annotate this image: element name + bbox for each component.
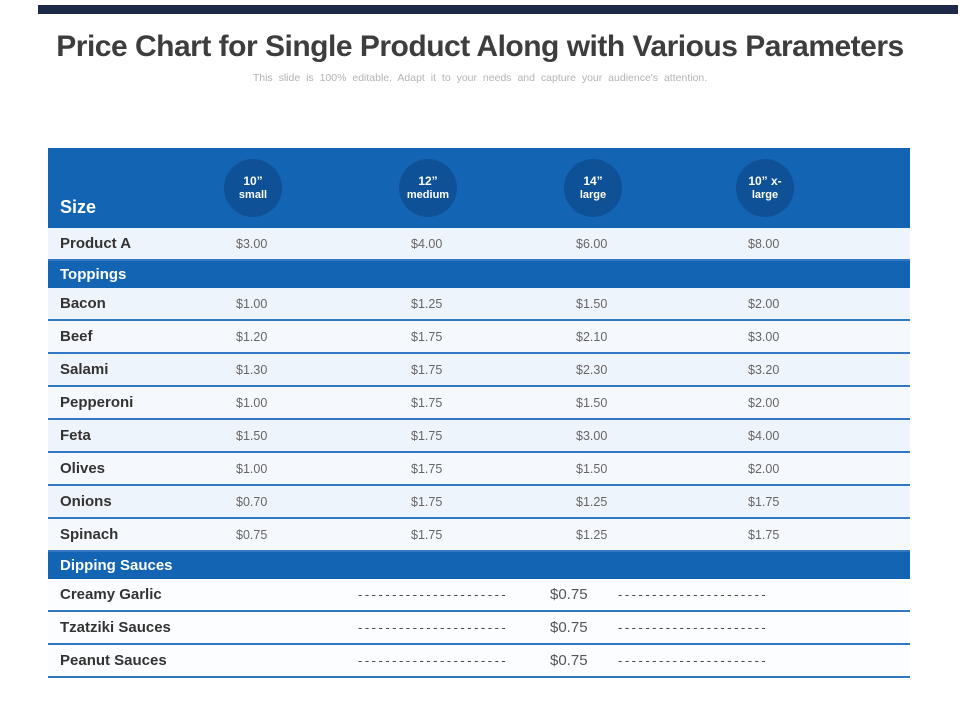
- row-label: Product A: [60, 235, 132, 252]
- column-name: large: [751, 188, 779, 201]
- price-cell: $1.75: [411, 329, 443, 344]
- price-cell: $1.75: [411, 461, 443, 476]
- price-cell: $1.00: [236, 296, 268, 311]
- price-cell: $1.75: [411, 428, 443, 443]
- dash-cell: ----------------------: [358, 620, 509, 635]
- row-label: Bacon: [60, 295, 106, 312]
- dash-cell: ----------------------: [358, 587, 509, 602]
- price-cell: $1.25: [576, 494, 608, 509]
- price-cell: $0.70: [236, 494, 268, 509]
- price-cell: $0.75: [550, 586, 588, 603]
- column-header-12-medium: 12” medium: [399, 148, 568, 228]
- row-label: Salami: [60, 361, 109, 378]
- row-label: Creamy Garlic: [60, 586, 162, 603]
- price-cell: $1.75: [411, 494, 443, 509]
- row-label: Feta: [60, 427, 91, 444]
- column-badge: 12” medium: [399, 159, 457, 217]
- price-cell: $1.50: [576, 461, 608, 476]
- price-cell: $1.25: [411, 296, 443, 311]
- column-name: small: [238, 188, 268, 201]
- dash-cell: ----------------------: [358, 653, 509, 668]
- price-cell: $6.00: [576, 236, 608, 251]
- row-label: Onions: [60, 493, 112, 510]
- price-cell: $1.75: [411, 395, 443, 410]
- price-cell: $3.00: [236, 236, 268, 251]
- column-size: 12”: [418, 173, 438, 188]
- table-header-row: Size 10” small 12” medium 14” large: [48, 148, 910, 228]
- row-label: Beef: [60, 328, 93, 345]
- table-row-product-a: Product A $3.00 $4.00 $6.00 $8.00: [48, 228, 910, 261]
- column-name: medium: [406, 188, 450, 201]
- dash-cell: ----------------------: [618, 620, 769, 635]
- price-cell: $2.00: [748, 461, 780, 476]
- price-table: Size 10” small 12” medium 14” large: [48, 148, 910, 678]
- price-cell: $2.30: [576, 362, 608, 377]
- table-row-spinach: Spinach $0.75 $1.75 $1.25 $1.75: [48, 519, 910, 552]
- price-cell: $0.75: [550, 652, 588, 669]
- column-header-10-xlarge: 10” x- large: [736, 148, 910, 228]
- dash-cell: ----------------------: [618, 587, 769, 602]
- price-cell: $3.20: [748, 362, 780, 377]
- column-header-10-small: 10” small: [224, 148, 403, 228]
- column-size: 10” x-: [748, 173, 782, 188]
- price-cell: $1.75: [748, 494, 780, 509]
- price-cell: $4.00: [748, 428, 780, 443]
- table-row-creamy-garlic: Creamy Garlic ---------------------- $0.…: [48, 579, 910, 612]
- column-size: 14”: [583, 173, 603, 188]
- column-size: 10”: [243, 173, 263, 188]
- price-cell: $1.20: [236, 329, 268, 344]
- column-badge: 10” small: [224, 159, 282, 217]
- price-cell: $1.00: [236, 461, 268, 476]
- column-header-14-large: 14” large: [564, 148, 740, 228]
- size-header: Size: [60, 197, 97, 217]
- top-accent-bar: [38, 5, 958, 14]
- price-cell: $1.00: [236, 395, 268, 410]
- column-badge: 10” x- large: [736, 159, 794, 217]
- price-cell: $4.00: [411, 236, 443, 251]
- section-header-dipping-sauces: Dipping Sauces: [48, 552, 910, 579]
- price-cell: $3.00: [748, 329, 780, 344]
- price-cell: $1.75: [411, 527, 443, 542]
- table-row-salami: Salami $1.30 $1.75 $2.30 $3.20: [48, 354, 910, 387]
- table-row-bacon: Bacon $1.00 $1.25 $1.50 $2.00: [48, 288, 910, 321]
- row-label: Pepperoni: [60, 394, 134, 411]
- table-row-onions: Onions $0.70 $1.75 $1.25 $1.75: [48, 486, 910, 519]
- price-cell: $2.10: [576, 329, 608, 344]
- row-label: Peanut Sauces: [60, 652, 167, 669]
- price-cell: $1.30: [236, 362, 268, 377]
- table-row-tzatziki-sauces: Tzatziki Sauces ---------------------- $…: [48, 612, 910, 645]
- price-cell: $8.00: [748, 236, 780, 251]
- row-label: Spinach: [60, 526, 119, 543]
- price-cell: $1.75: [411, 362, 443, 377]
- page-title: Price Chart for Single Product Along wit…: [56, 30, 904, 63]
- section-header-toppings: Toppings: [48, 261, 910, 288]
- price-cell: $0.75: [236, 527, 268, 542]
- row-label: Olives: [60, 460, 106, 477]
- price-cell: $3.00: [576, 428, 608, 443]
- table-row-pepperoni: Pepperoni $1.00 $1.75 $1.50 $2.00: [48, 387, 910, 420]
- column-name: large: [579, 188, 607, 201]
- price-cell: $1.50: [576, 296, 608, 311]
- price-cell: $0.75: [550, 619, 588, 636]
- row-label: Tzatziki Sauces: [60, 619, 171, 636]
- price-cell: $1.50: [236, 428, 268, 443]
- table-row-olives: Olives $1.00 $1.75 $1.50 $2.00: [48, 453, 910, 486]
- price-cell: $1.75: [748, 527, 780, 542]
- price-cell: $1.50: [576, 395, 608, 410]
- table-row-beef: Beef $1.20 $1.75 $2.10 $3.00: [48, 321, 910, 354]
- table-row-peanut-sauces: Peanut Sauces ---------------------- $0.…: [48, 645, 910, 678]
- price-cell: $2.00: [748, 395, 780, 410]
- page-subtitle: This slide is 100% editable. Adapt it to…: [252, 72, 708, 84]
- table-row-feta: Feta $1.50 $1.75 $3.00 $4.00: [48, 420, 910, 453]
- price-cell: $2.00: [748, 296, 780, 311]
- price-cell: $1.25: [576, 527, 608, 542]
- dash-cell: ----------------------: [618, 653, 769, 668]
- column-badge: 14” large: [564, 159, 622, 217]
